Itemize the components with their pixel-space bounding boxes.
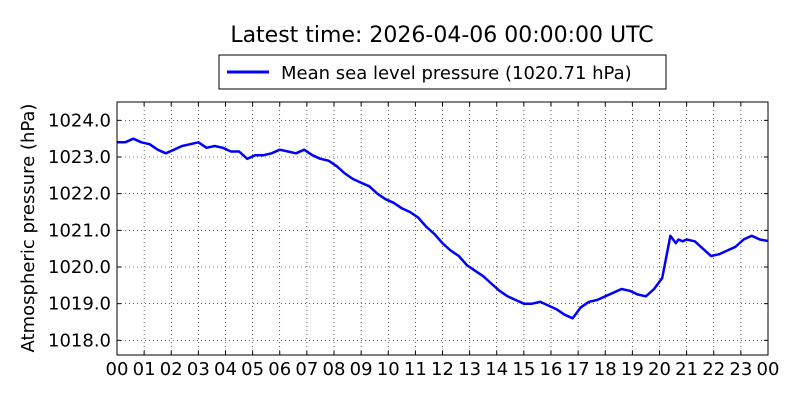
x-tick-label: 12 [431, 359, 454, 380]
x-tick-label: 18 [594, 359, 617, 380]
x-tick-label: 21 [675, 359, 698, 380]
x-tick-label: 14 [485, 359, 508, 380]
x-tick-label: 08 [323, 359, 346, 380]
y-axis-label: Atmospheric pressure (hPa) [18, 104, 39, 353]
x-tick-label: 17 [567, 359, 590, 380]
x-tick-label: 20 [648, 359, 671, 380]
x-tick-label: 06 [268, 359, 291, 380]
y-tick-label: 1022.0 [48, 184, 111, 205]
x-tick-label: 15 [512, 359, 535, 380]
x-tick-label: 09 [350, 359, 373, 380]
x-tick-label: 01 [133, 359, 156, 380]
pressure-series-line [117, 137, 769, 320]
x-tick-label: 23 [729, 359, 752, 380]
x-tick-label: 00 [106, 359, 129, 380]
x-tick-label: 07 [295, 359, 318, 380]
y-tick-label: 1018.0 [48, 330, 111, 351]
legend: Mean sea level pressure (1020.71 hPa) [218, 54, 667, 90]
y-tick-label: 1021.0 [48, 220, 111, 241]
legend-label: Mean sea level pressure (1020.71 hPa) [281, 63, 632, 84]
y-axis-ticks: 1018.0 1019.0 1020.0 1021.0 1022.0 1023.0 1024… [48, 110, 768, 351]
x-tick-label: 02 [160, 359, 183, 380]
x-tick-label: 05 [241, 359, 264, 380]
x-tick-label: 04 [214, 359, 237, 380]
x-tick-label: 19 [621, 359, 644, 380]
x-tick-label: 13 [458, 359, 481, 380]
x-tick-label: 11 [404, 359, 427, 380]
x-tick-label: 03 [187, 359, 210, 380]
x-axis-ticks: 00 01 02 03 04 05 06 07 08 09 10 11 12 13 14 15 16 17 18 19… [106, 102, 780, 380]
plot-frame [116, 101, 769, 356]
x-tick-label: 00 [757, 359, 780, 380]
legend-box [218, 54, 667, 90]
series-layer [117, 137, 769, 320]
y-tick-label: 1020.0 [48, 257, 111, 278]
x-tick-label: 10 [377, 359, 400, 380]
x-tick-label: 22 [702, 359, 725, 380]
y-tick-label: 1019.0 [48, 294, 111, 315]
grid [117, 102, 768, 355]
y-tick-label: 1023.0 [48, 147, 111, 168]
x-tick-label: 16 [540, 359, 563, 380]
y-tick-label: 1024.0 [48, 110, 111, 131]
chart-title: Latest time: 2026-04-06 00:00:00 UTC [230, 23, 653, 48]
